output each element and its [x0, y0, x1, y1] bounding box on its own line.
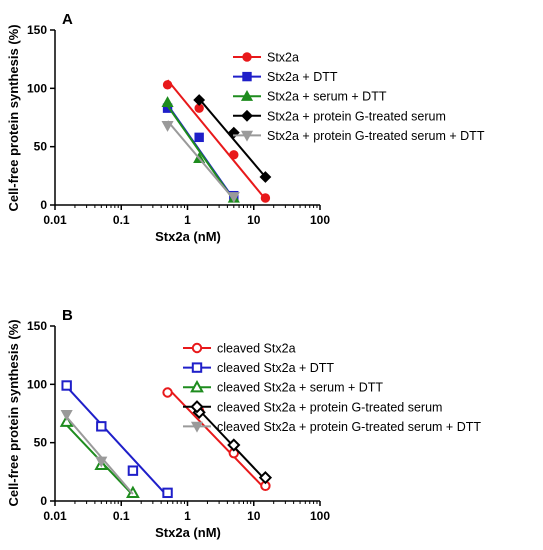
legend-label: cleaved Stx2a + protein G-treated serum	[217, 400, 442, 414]
panel-b-legend: cleaved Stx2a cleaved Stx2a + DTT cleaved …	[183, 342, 481, 434]
legend-label: cleaved Stx2a + serum + DTT	[217, 381, 383, 395]
panel-a-x-axis-title: Stx2a (nM)	[155, 229, 221, 244]
fit-line	[166, 79, 267, 200]
legend-label: cleaved Stx2a + DTT	[217, 361, 334, 375]
series-5	[60, 410, 134, 495]
x-tick-label: 10	[247, 213, 261, 227]
data-point	[127, 465, 139, 476]
x-tick-label: 1	[184, 509, 191, 523]
panel-a-legend: Stx2a Stx2a + DTT Stx2a + serum + DTT Stx2a…	[233, 51, 485, 143]
x-tick-label: 10	[247, 509, 261, 523]
panel-b-x-axis-title: Stx2a (nM)	[155, 525, 221, 540]
data-point	[162, 80, 173, 90]
legend-entry: Stx2a + protein G-treated serum	[233, 109, 446, 123]
legend-label: Stx2a + DTT	[267, 70, 338, 84]
legend-marker	[190, 400, 204, 414]
data-point	[227, 192, 240, 204]
data-point	[193, 94, 206, 106]
x-tick-label: 1	[184, 213, 191, 227]
data-point	[260, 193, 271, 203]
fit-line	[65, 385, 169, 498]
legend-entry: cleaved Stx2a + serum + DTT	[183, 379, 383, 395]
data-point	[162, 487, 173, 499]
fit-line	[198, 98, 267, 178]
legend-label: Stx2a + protein G-treated serum	[267, 109, 446, 123]
legend-label: Stx2a + serum + DTT	[267, 90, 387, 104]
y-tick-label: 100	[27, 81, 47, 95]
fit-line	[166, 105, 235, 201]
legend-marker	[240, 130, 254, 142]
panel-b-y-axis-title: Cell-free protein synthesis (%)	[6, 319, 21, 506]
series-2	[61, 380, 173, 499]
panel-a-y-axis-title: Cell-free protein synthesis (%)	[6, 24, 21, 211]
y-tick-label: 0	[40, 494, 47, 508]
legend-marker	[241, 109, 253, 122]
panel-label-a: A	[62, 11, 73, 28]
panel-a: A 0 50 100 150 0.01 0.1 1 10 100 Cell-free prot…	[6, 11, 485, 244]
legend-label: Stx2a + protein G-treated serum + DTT	[267, 129, 485, 143]
y-tick-label: 100	[27, 377, 47, 391]
data-point	[227, 438, 241, 452]
data-point	[162, 387, 173, 398]
legend-entry: cleaved Stx2a	[183, 342, 296, 356]
panel-label-b: B	[62, 307, 73, 324]
data-point	[61, 380, 72, 391]
data-point	[258, 471, 273, 485]
panel-b-y-ticks: 0 50 100 150	[27, 319, 55, 508]
panel-a-x-ticks: 0.01 0.1 1 10 100	[43, 205, 330, 227]
fit-line	[166, 120, 235, 200]
panel-b: B 0 50 100 150 0.01 0.1 1 10 100 Cell-free prot…	[6, 307, 481, 540]
x-tick-label: 0.1	[113, 213, 130, 227]
legend-entry: cleaved Stx2a + DTT	[183, 361, 334, 375]
legend-marker	[242, 52, 252, 62]
panel-b-x-ticks: 0.01 0.1 1 10 100	[43, 501, 330, 523]
legend-marker	[242, 71, 252, 82]
series-4	[193, 94, 272, 183]
panel-a-axes: 0 50 100 150 0.01 0.1 1 10 100	[27, 23, 330, 227]
legend-label: cleaved Stx2a + protein G-treated serum …	[217, 420, 481, 434]
x-tick-label: 0.1	[113, 509, 130, 523]
legend-marker	[190, 379, 204, 393]
x-tick-label: 0.01	[43, 213, 67, 227]
y-tick-label: 0	[40, 198, 47, 212]
panel-a-plot	[161, 79, 272, 204]
legend-marker	[191, 342, 203, 354]
data-point	[259, 171, 272, 183]
data-point	[194, 132, 204, 143]
series-4	[192, 405, 273, 485]
data-point	[95, 456, 108, 468]
data-point	[229, 150, 239, 160]
legend-entry: Stx2a	[233, 51, 299, 65]
panel-b-plot	[59, 380, 273, 499]
y-tick-label: 150	[27, 23, 47, 37]
fit-line	[166, 387, 267, 491]
legend-marker	[240, 89, 254, 101]
data-point	[161, 121, 174, 132]
fit-line	[65, 416, 134, 495]
legend-entry: Stx2a + DTT	[233, 70, 338, 84]
legend-entry: Stx2a + serum + DTT	[233, 90, 387, 104]
x-tick-label: 0.01	[43, 509, 67, 523]
y-tick-label: 150	[27, 319, 47, 333]
x-tick-label: 100	[310, 509, 330, 523]
legend-entry: Stx2a + protein G-treated serum + DTT	[233, 129, 485, 143]
data-point	[60, 410, 73, 421]
y-tick-label: 50	[34, 436, 48, 450]
series-1	[162, 79, 271, 203]
data-point	[161, 96, 174, 107]
legend-entry: cleaved Stx2a + protein G-treated serum …	[183, 420, 481, 434]
y-tick-label: 50	[34, 140, 48, 154]
series-5	[161, 120, 240, 204]
data-point	[96, 421, 107, 432]
panel-a-y-ticks: 0 50 100 150	[27, 23, 55, 212]
legend-label: Stx2a	[267, 51, 299, 65]
legend-marker	[191, 362, 203, 373]
legend-entry: cleaved Stx2a + protein G-treated serum	[183, 400, 442, 414]
x-tick-label: 100	[310, 213, 330, 227]
legend-label: cleaved Stx2a	[217, 342, 296, 356]
panel-b-axes: 0 50 100 150 0.01 0.1 1 10 100	[27, 319, 330, 523]
legend-marker	[190, 421, 204, 433]
